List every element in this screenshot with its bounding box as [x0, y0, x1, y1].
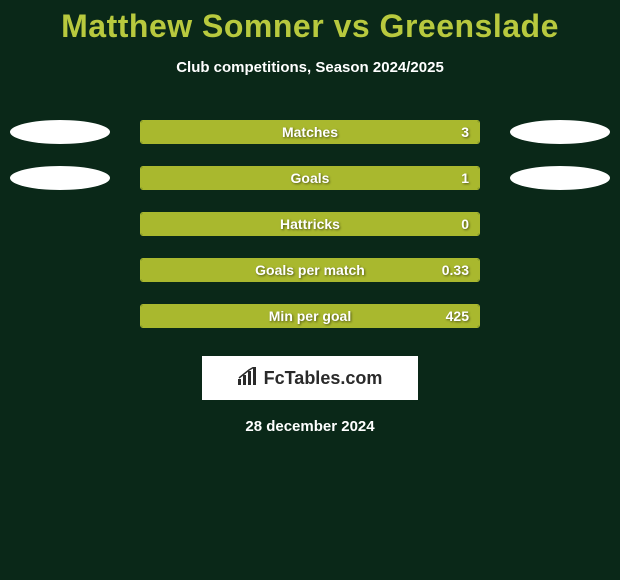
player-right-marker	[510, 120, 610, 144]
stats-list: Matches3Goals1Hattricks0Goals per match0…	[0, 120, 620, 328]
player-right-marker	[510, 166, 610, 190]
stat-bar: Goals per match0.33	[140, 258, 480, 282]
page-title: Matthew Somner vs Greenslade	[0, 8, 620, 45]
stat-value: 425	[446, 308, 469, 324]
brand-badge[interactable]: FcTables.com	[202, 356, 418, 400]
stat-value: 3	[461, 124, 469, 140]
stat-label: Hattricks	[141, 216, 479, 232]
stat-row: Goals per match0.33	[0, 258, 620, 282]
player-left-marker	[10, 166, 110, 190]
player-left-marker	[10, 120, 110, 144]
comparison-card: Matthew Somner vs Greenslade Club compet…	[0, 0, 620, 435]
stat-value: 1	[461, 170, 469, 186]
stat-row: Matches3	[0, 120, 620, 144]
stat-bar: Hattricks0	[140, 212, 480, 236]
bars-icon	[238, 367, 260, 390]
stat-value: 0	[461, 216, 469, 232]
page-subtitle: Club competitions, Season 2024/2025	[0, 59, 620, 76]
brand-text: FcTables.com	[264, 368, 383, 389]
stat-bar: Matches3	[140, 120, 480, 144]
stat-row: Hattricks0	[0, 212, 620, 236]
stat-row: Min per goal425	[0, 304, 620, 328]
stat-label: Min per goal	[141, 308, 479, 324]
stat-label: Goals	[141, 170, 479, 186]
stat-row: Goals1	[0, 166, 620, 190]
stat-bar: Goals1	[140, 166, 480, 190]
stat-label: Goals per match	[141, 262, 479, 278]
stat-value: 0.33	[442, 262, 469, 278]
stat-label: Matches	[141, 124, 479, 140]
stat-bar: Min per goal425	[140, 304, 480, 328]
date-label: 28 december 2024	[0, 418, 620, 435]
